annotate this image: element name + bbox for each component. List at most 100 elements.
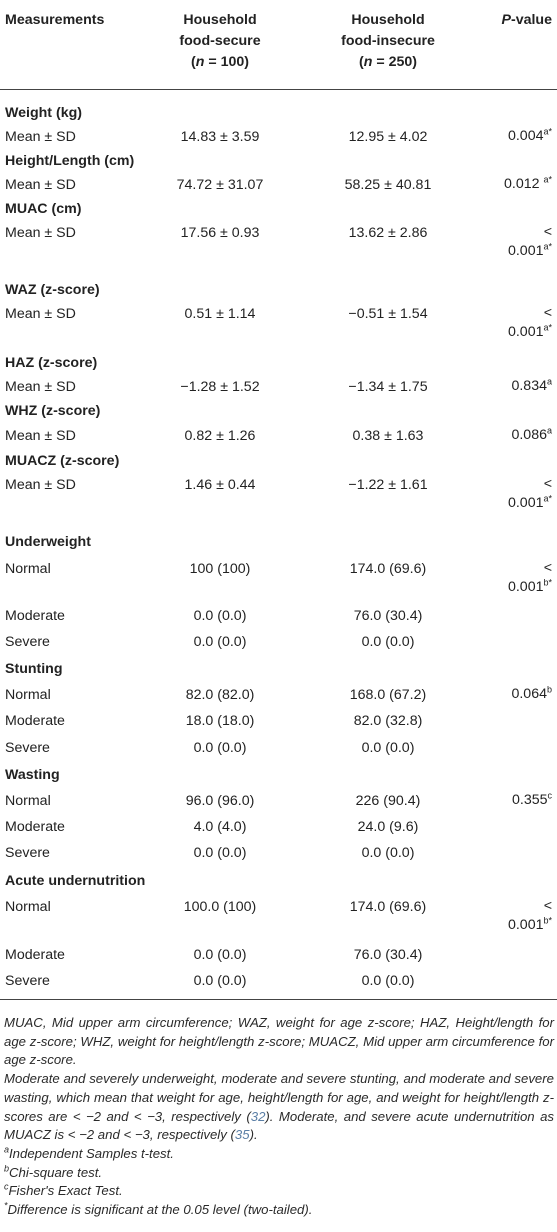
row-label: Moderate [5, 947, 65, 963]
table-row: Mean ± SD 17.56 ± 0.93 13.62 ± 2.86 <0.0… [0, 223, 557, 265]
cell-pvalue: 0.086a [511, 426, 552, 445]
pvalue-lt: < [543, 476, 552, 492]
pvalue-text: 0.001 [507, 495, 544, 511]
cell-insecure: 0.0 (0.0) [361, 740, 415, 756]
pvalue-footnote: b [546, 684, 552, 695]
cell-secure: 0.82 ± 1.26 [184, 428, 256, 444]
pvalue-text: 0.355 [511, 792, 548, 808]
cell-pvalue: <0.001a* [508, 475, 552, 513]
group-label: WAZ (z-score) [5, 282, 100, 298]
cell-insecure: −1.22 ± 1.61 [348, 477, 428, 493]
table-bottom-rule [0, 999, 557, 1000]
row-label: Severe [5, 845, 50, 861]
pvalue-lt: < [543, 898, 552, 914]
table-row: Severe 0.0 (0.0) 0.0 (0.0) [0, 843, 557, 865]
group-whz: WHZ (z-score) [0, 401, 557, 423]
table-row: Moderate 18.0 (18.0) 82.0 (32.8) [0, 711, 557, 733]
group-label: MUACZ (z-score) [5, 453, 120, 469]
table-row: Moderate 0.0 (0.0) 76.0 (30.4) [0, 945, 557, 967]
cell-insecure: 0.0 (0.0) [361, 634, 415, 650]
row-label: Normal [5, 687, 51, 703]
cell-pvalue: <0.001b* [508, 897, 552, 935]
header-measurements: Measurements [5, 12, 105, 28]
group-label: HAZ (z-score) [5, 355, 98, 371]
reference-link-32[interactable]: 32 [250, 1108, 266, 1124]
pvalue-footnote: a* [543, 174, 552, 185]
pvalue-text: 0.012 [504, 176, 544, 192]
table-row: Mean ± SD 0.82 ± 1.26 0.38 ± 1.63 0.086a [0, 426, 557, 448]
cell-secure: −1.28 ± 1.52 [180, 379, 260, 395]
row-label: Mean ± SD [5, 129, 76, 145]
cell-insecure: 12.95 ± 4.02 [348, 129, 428, 145]
footnote-a-marker: a [4, 1144, 10, 1155]
header-divider [0, 89, 557, 90]
cell-pvalue: 0.355c [512, 791, 552, 810]
row-label: Moderate [5, 608, 65, 624]
abbreviations-note: MUAC, Mid upper arm circumference; WAZ, … [4, 1015, 554, 1068]
cell-pvalue: 0.012 a* [504, 175, 552, 194]
results-table: Measurements Household food-secure (n = … [0, 12, 557, 1000]
group-label: MUAC (cm) [5, 201, 82, 217]
group-waz: WAZ (z-score) [0, 280, 557, 302]
cell-pvalue: <0.001a* [508, 304, 552, 342]
table-row: Mean ± SD 0.51 ± 1.14 −0.51 ± 1.54 <0.00… [0, 304, 557, 346]
pvalue-footnote: a [546, 425, 552, 436]
pvalue-footnote: b* [543, 915, 552, 926]
footnote-star: *Difference is significant at the 0.05 l… [4, 1201, 554, 1220]
pvalue-text: 0.001 [507, 324, 544, 340]
cell-insecure: −1.34 ± 1.75 [348, 379, 428, 395]
cell-secure: 0.0 (0.0) [193, 947, 247, 963]
cell-secure: 0.0 (0.0) [193, 845, 247, 861]
pvalue-line2: 0.001b* [508, 916, 552, 935]
row-label: Mean ± SD [5, 379, 76, 395]
group-underweight: Underweight [0, 532, 557, 554]
pvalue-line2: 0.001a* [508, 323, 552, 342]
cell-pvalue: 0.004a* [508, 127, 552, 146]
pvalue-footnote: a* [543, 126, 552, 137]
definitions-text-3: ). [249, 1127, 258, 1143]
footnote-b-text: Chi-square test. [9, 1164, 103, 1180]
group-muacz: MUACZ (z-score) [0, 451, 557, 473]
footnote-star-marker: * [4, 1200, 8, 1211]
pvalue-text: 0.004 [507, 128, 544, 144]
cell-insecure: 24.0 (9.6) [357, 819, 419, 835]
cell-pvalue: <0.001a* [508, 223, 552, 261]
group-label: Acute undernutrition [5, 873, 146, 889]
reference-link-35[interactable]: 35 [234, 1127, 250, 1143]
pvalue-text: 0.001 [507, 579, 544, 595]
row-label: Mean ± SD [5, 177, 76, 193]
header-food-insecure-n-symbol: n [363, 54, 373, 70]
cell-pvalue: 0.064b [511, 685, 552, 704]
pvalue-footnote: c [547, 790, 553, 801]
group-label: Underweight [5, 534, 91, 550]
row-label: Normal [5, 899, 51, 915]
header-food-insecure-n-value: = 250) [372, 54, 417, 70]
pvalue-text: 0.001 [507, 243, 544, 259]
table-row: Mean ± SD −1.28 ± 1.52 −1.34 ± 1.75 0.83… [0, 377, 557, 399]
group-label: Weight (kg) [5, 105, 82, 121]
header-food-secure-n-value: = 100) [204, 54, 249, 70]
cell-secure: 0.0 (0.0) [193, 634, 247, 650]
cell-insecure: 168.0 (67.2) [349, 687, 427, 703]
cell-secure: 74.72 ± 31.07 [176, 177, 264, 193]
table-row: Moderate 4.0 (4.0) 24.0 (9.6) [0, 817, 557, 839]
cell-secure: 4.0 (4.0) [193, 819, 247, 835]
row-label: Severe [5, 634, 50, 650]
cell-insecure: 0.0 (0.0) [361, 845, 415, 861]
pvalue-footnote: a* [543, 493, 552, 504]
cell-secure: 17.56 ± 0.93 [180, 225, 260, 241]
cell-pvalue: <0.001b* [508, 559, 552, 597]
footnote-b: bChi-square test. [4, 1164, 554, 1183]
definitions-note: Moderate and severely underweight, moder… [4, 1070, 554, 1145]
header-food-secure-line1: Household [183, 12, 257, 28]
cell-secure: 14.83 ± 3.59 [180, 129, 260, 145]
header-food-secure-n: (n = 100) [191, 54, 249, 70]
row-label: Severe [5, 973, 50, 989]
row-label: Mean ± SD [5, 477, 76, 493]
group-weight: Weight (kg) [0, 103, 557, 125]
group-wasting: Wasting [0, 765, 557, 787]
cell-insecure: 0.0 (0.0) [361, 973, 415, 989]
row-label: Mean ± SD [5, 306, 76, 322]
header-food-secure-n-symbol: n [195, 54, 205, 70]
